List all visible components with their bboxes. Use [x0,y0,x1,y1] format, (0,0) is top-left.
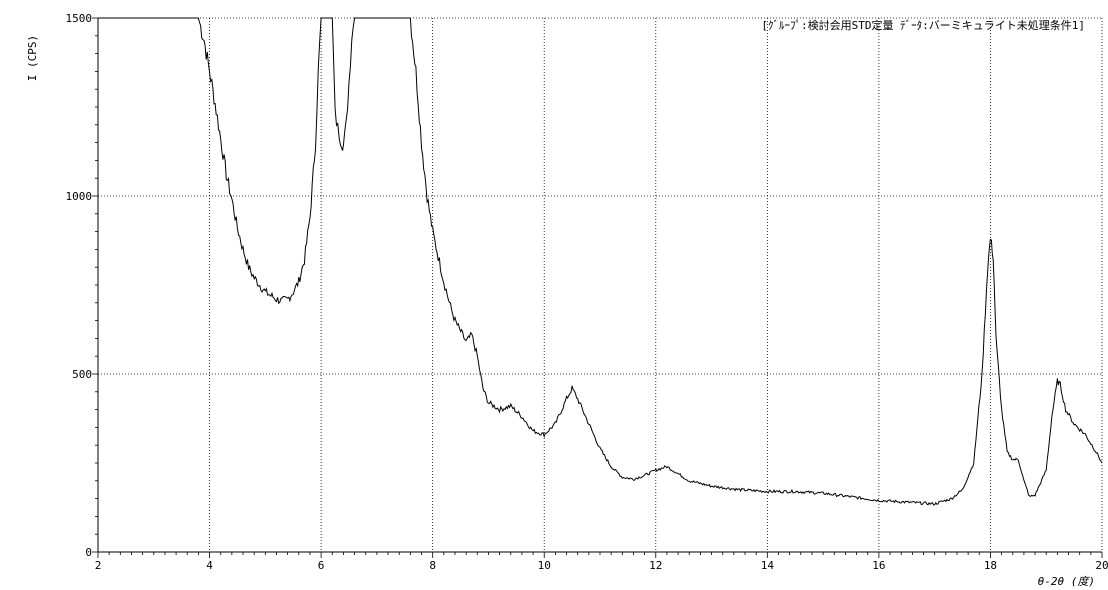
series-line [98,17,1103,506]
x-tick-label: 18 [984,559,997,572]
x-tick-label: 12 [649,559,662,572]
x-axis-title: θ-2θ (度) [1038,575,1095,588]
x-tick-label: 20 [1095,559,1108,572]
y-tick-label: 1500 [66,12,93,25]
x-tick-label: 14 [761,559,775,572]
y-tick-label: 500 [72,368,92,381]
x-tick-label: 6 [318,559,325,572]
grid-lines [98,17,1103,552]
y-tick-label: 0 [85,546,92,559]
x-tick-label: 8 [429,559,436,572]
x-tick-label: 16 [872,559,885,572]
x-tick-label: 2 [95,559,102,572]
tick-labels: 2 4 6 8 10 12 14 16 18 20 0 500 1000 1500 [66,12,1108,572]
chart-title: [ｸﾞﾙｰﾌﾟ:検討会用STD定量 ﾃﾞｰﾀ:バーミキュライト未処理条件1] [761,18,1085,32]
x-tick-label: 10 [538,559,551,572]
y-tick-label: 1000 [66,190,93,203]
y-axis-title: I (CPS) [26,35,39,81]
tick-marks [92,17,1103,558]
axes [97,18,1102,553]
x-tick-label: 4 [206,559,213,572]
